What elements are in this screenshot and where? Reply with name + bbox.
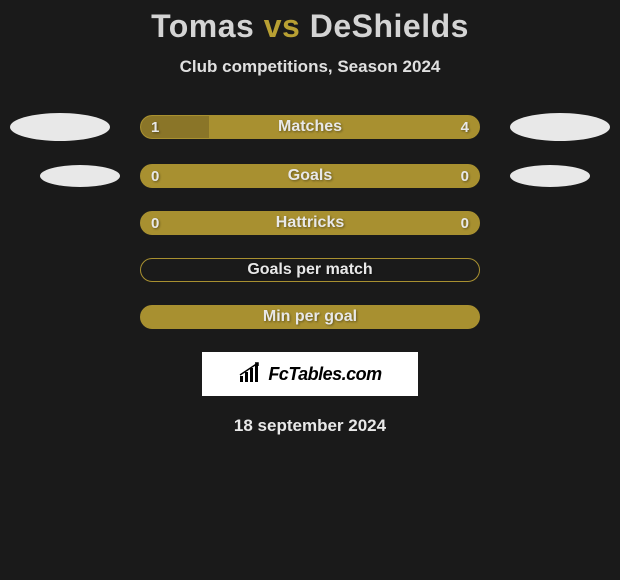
stat-row: 0 Goals 0 — [0, 164, 620, 188]
chart-bars-icon — [238, 362, 262, 386]
stat-bar: Min per goal — [140, 305, 480, 329]
player1-name: Tomas — [151, 8, 254, 44]
player2-marker — [510, 165, 590, 187]
stat-right-value: 0 — [461, 215, 469, 232]
stat-bar: Goals per match — [140, 258, 480, 282]
subtitle: Club competitions, Season 2024 — [0, 57, 620, 77]
stat-bar: 1 Matches 4 — [140, 115, 480, 139]
stat-bar: 0 Hattricks 0 — [140, 211, 480, 235]
stat-label: Matches — [278, 118, 342, 136]
stat-left-value: 1 — [151, 119, 159, 136]
vs-word: vs — [264, 8, 301, 44]
stat-left-value: 0 — [151, 215, 159, 232]
player2-name: DeShields — [310, 8, 469, 44]
stat-right-value: 4 — [461, 119, 469, 136]
player1-marker — [10, 113, 110, 141]
branding-text: FcTables.com — [268, 364, 381, 385]
player1-marker — [40, 165, 120, 187]
stat-label: Goals per match — [247, 261, 372, 279]
page-title: Tomas vs DeShields — [0, 8, 620, 45]
stat-row: 0 Hattricks 0 — [0, 211, 620, 235]
stat-label: Hattricks — [276, 214, 344, 232]
branding-badge: FcTables.com — [202, 352, 418, 396]
date-text: 18 september 2024 — [0, 416, 620, 436]
player2-marker — [510, 113, 610, 141]
stat-right-value: 0 — [461, 168, 469, 185]
stat-label: Min per goal — [263, 308, 357, 326]
stat-bar: 0 Goals 0 — [140, 164, 480, 188]
stat-row: Goals per match — [0, 258, 620, 282]
stat-left-value: 0 — [151, 168, 159, 185]
stats-comparison-card: Tomas vs DeShields Club competitions, Se… — [0, 0, 620, 436]
stat-rows: 1 Matches 4 0 Goals 0 0 Hattricks 0 Goals per mat… — [0, 113, 620, 329]
stat-label: Goals — [288, 167, 332, 185]
stat-row: 1 Matches 4 — [0, 113, 620, 141]
stat-row: Min per goal — [0, 305, 620, 329]
